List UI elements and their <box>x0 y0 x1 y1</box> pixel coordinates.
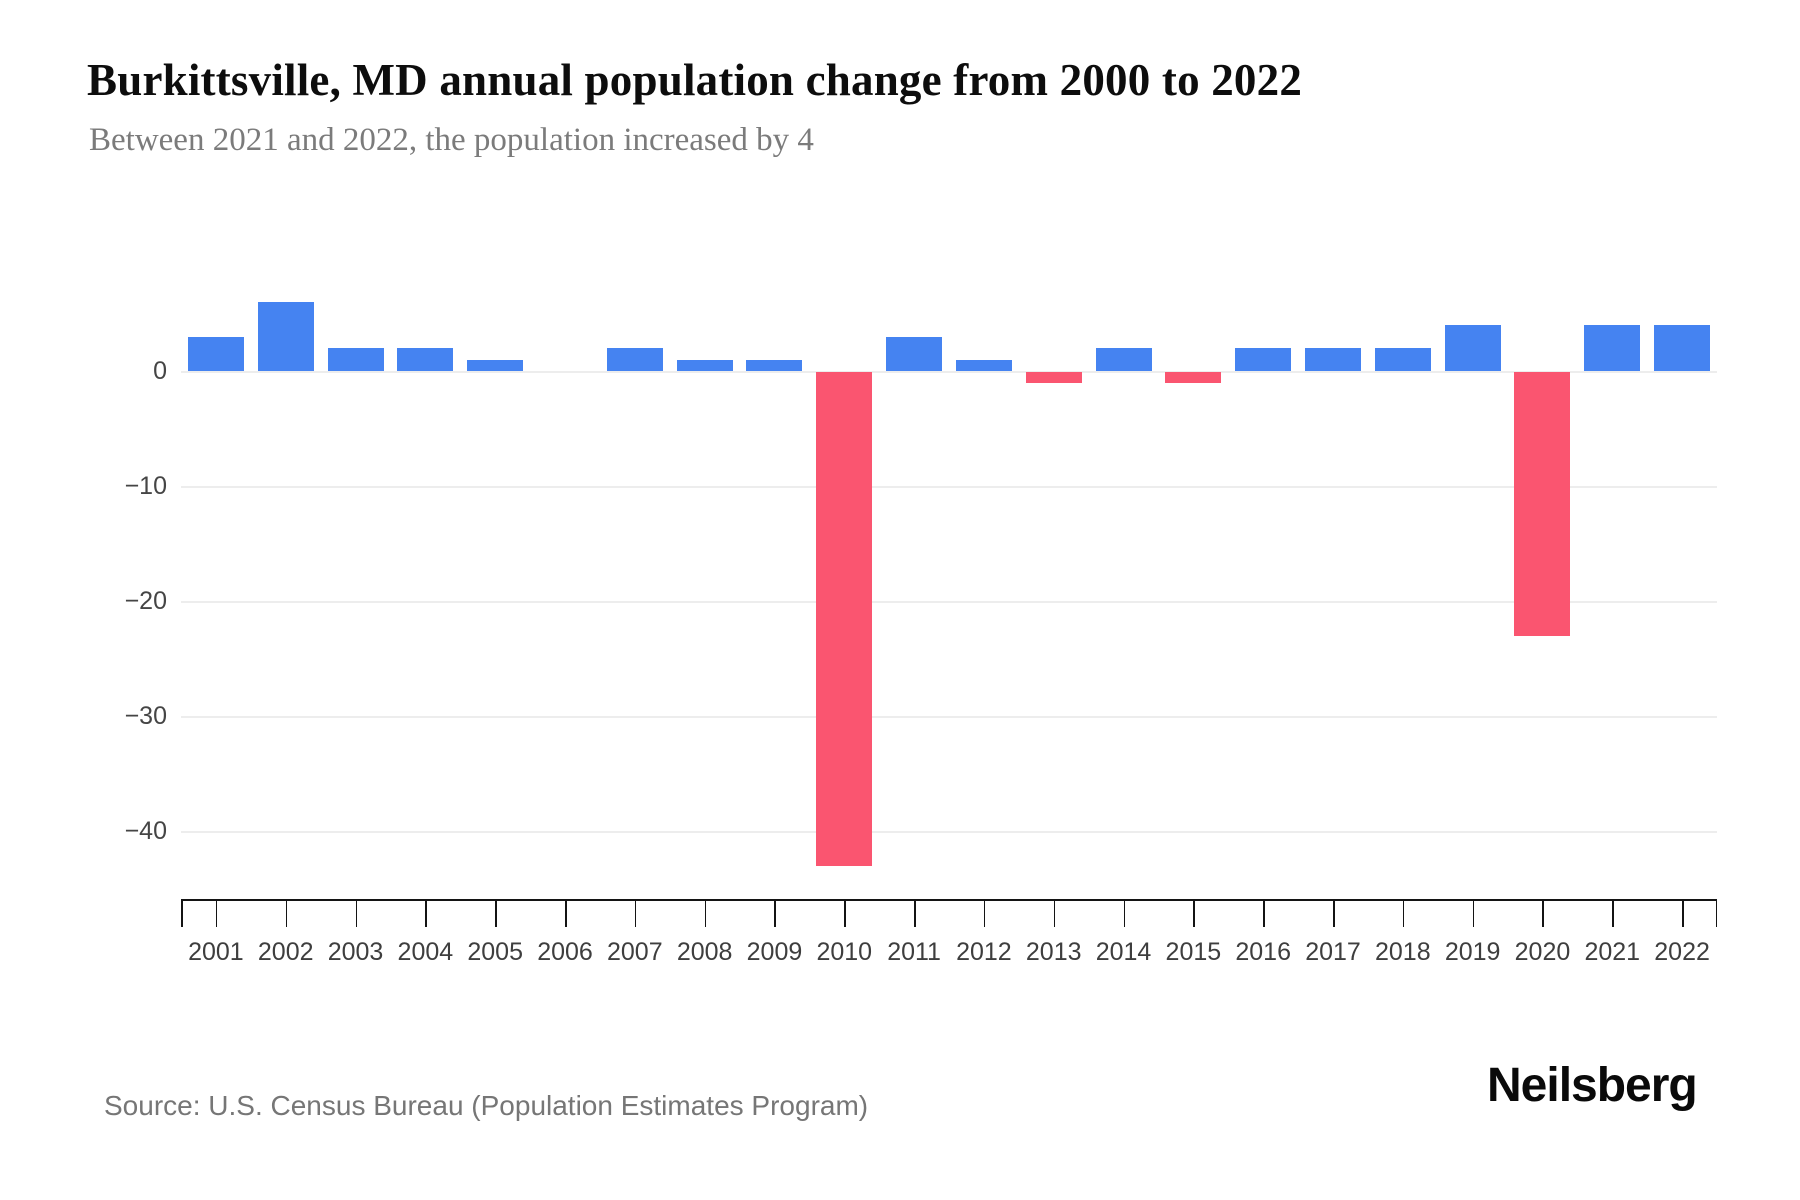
bar-2021[interactable] <box>1584 325 1641 372</box>
x-axis-label-2003: 2003 <box>327 938 384 966</box>
x-axis-label-2014: 2014 <box>1095 938 1152 966</box>
bar-2022[interactable] <box>1654 325 1711 372</box>
bar-2013[interactable] <box>1025 371 1082 383</box>
gridline--10 <box>181 485 1717 488</box>
x-axis-label-2012: 2012 <box>956 938 1012 966</box>
bar-2005[interactable] <box>467 359 524 372</box>
x-axis-tick <box>215 901 218 927</box>
x-axis-tick <box>495 901 497 927</box>
chart-subtitle: Between 2021 and 2022, the population in… <box>89 122 814 158</box>
x-axis-label-2011: 2011 <box>887 938 941 966</box>
x-axis-tick <box>1715 901 1717 927</box>
y-axis-tick-label: −40 <box>124 816 167 845</box>
chart-title: Burkittsville, MD annual population chan… <box>87 55 1303 105</box>
bar-2003[interactable] <box>327 348 384 372</box>
bar-2008[interactable] <box>676 359 733 372</box>
x-axis-tick <box>914 901 916 927</box>
bar-2014[interactable] <box>1095 348 1152 372</box>
x-axis-tick <box>565 901 567 927</box>
bar-2012[interactable] <box>955 359 1012 372</box>
x-axis-label-2019: 2019 <box>1444 938 1501 966</box>
bar-2001[interactable] <box>187 336 244 372</box>
gridline--40 <box>181 830 1717 833</box>
x-axis-label-2006: 2006 <box>537 938 593 966</box>
x-axis-label-2015: 2015 <box>1165 938 1222 966</box>
x-axis-tick <box>1263 901 1265 927</box>
bar-2010[interactable] <box>816 371 873 867</box>
x-axis-label-2010: 2010 <box>816 938 873 966</box>
bar-2004[interactable] <box>397 348 454 372</box>
neilsberg-logo: Neilsberg <box>1487 1059 1698 1112</box>
x-axis-label-2008: 2008 <box>676 938 733 966</box>
x-axis-tick <box>425 901 427 927</box>
bar-2020[interactable] <box>1514 371 1571 637</box>
bar-2002[interactable] <box>257 302 314 372</box>
y-axis-tick-label: −10 <box>124 471 167 500</box>
bar-2019[interactable] <box>1444 325 1501 372</box>
x-axis-label-2013: 2013 <box>1025 938 1082 966</box>
source-note: Source: U.S. Census Bureau (Population E… <box>104 1090 869 1121</box>
x-axis-label-2017: 2017 <box>1305 938 1361 966</box>
x-axis-tick <box>1542 901 1544 927</box>
x-axis-tick <box>1333 901 1335 927</box>
x-axis-label-2018: 2018 <box>1375 938 1431 966</box>
x-axis-label-2004: 2004 <box>397 938 454 966</box>
x-axis-tick <box>181 901 183 927</box>
x-axis-label-2009: 2009 <box>746 938 803 966</box>
gridline--30 <box>181 715 1717 718</box>
bar-2009[interactable] <box>746 359 803 372</box>
x-axis-label-2016: 2016 <box>1235 938 1291 966</box>
x-axis-tick <box>844 901 846 927</box>
x-axis-tick <box>1682 901 1684 927</box>
x-axis-tick <box>1612 901 1614 927</box>
gridline-0 <box>181 370 1717 373</box>
x-axis-label-2022: 2022 <box>1654 938 1710 966</box>
bar-2015[interactable] <box>1165 371 1222 383</box>
x-axis-tick <box>1123 901 1126 927</box>
x-axis-label-2021: 2021 <box>1584 938 1641 966</box>
x-axis-tick <box>1472 901 1475 927</box>
bar-2011[interactable] <box>886 336 943 372</box>
bar-2017[interactable] <box>1305 348 1361 372</box>
y-axis-tick-label: −20 <box>124 586 167 615</box>
x-axis-tick <box>634 901 637 927</box>
x-axis-label-2020: 2020 <box>1514 938 1571 966</box>
x-axis-label-2005: 2005 <box>467 938 523 966</box>
x-axis-tick <box>1402 901 1405 927</box>
x-axis-tick <box>983 901 986 927</box>
x-axis-label-2002: 2002 <box>257 938 314 966</box>
x-axis-tick <box>1053 901 1056 927</box>
bar-2016[interactable] <box>1235 348 1292 372</box>
bar-2018[interactable] <box>1374 348 1431 372</box>
x-axis-tick <box>355 901 358 927</box>
x-axis-tick <box>285 901 288 927</box>
x-axis-label-2007: 2007 <box>607 938 663 966</box>
x-axis-line <box>181 899 1717 901</box>
y-axis-tick-label: 0 <box>153 356 167 385</box>
x-axis-tick <box>1193 901 1195 927</box>
x-axis-label-2001: 2001 <box>188 938 244 966</box>
x-axis-tick <box>704 901 707 927</box>
x-axis-tick <box>774 901 776 927</box>
gridline--20 <box>181 600 1717 603</box>
y-axis-tick-label: −30 <box>124 701 167 730</box>
bar-2007[interactable] <box>606 348 663 372</box>
